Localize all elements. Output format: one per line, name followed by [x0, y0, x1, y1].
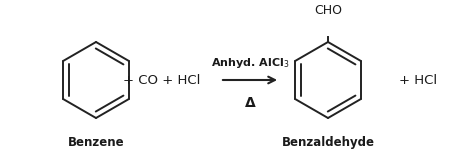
- Text: CHO: CHO: [314, 4, 342, 17]
- Text: Benzene: Benzene: [68, 136, 124, 149]
- Text: Benzaldehyde: Benzaldehyde: [282, 136, 374, 149]
- Text: + CO + HCl: + CO + HCl: [123, 74, 201, 87]
- Text: + HCl: + HCl: [399, 74, 437, 87]
- Text: Δ: Δ: [245, 96, 255, 110]
- Text: Anhyd. AlCl$_3$: Anhyd. AlCl$_3$: [211, 56, 289, 70]
